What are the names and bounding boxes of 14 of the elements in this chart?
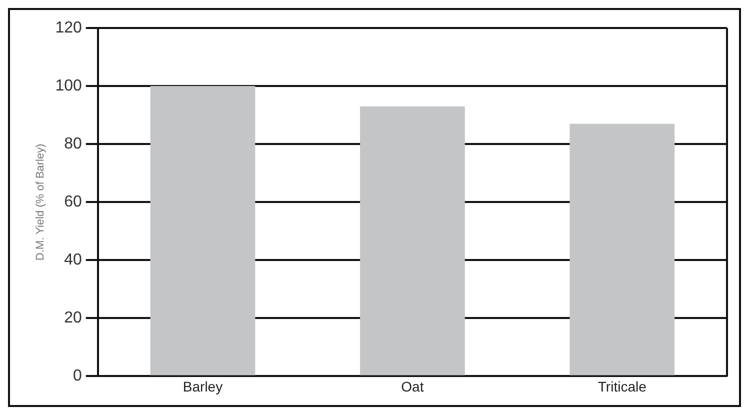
y-tick-label: 0 [72, 368, 82, 385]
y-tick-label: 80 [64, 135, 82, 152]
y-tick-label: 100 [55, 77, 82, 94]
y-tick-label: 120 [55, 19, 82, 36]
y-tick-label: 60 [64, 194, 82, 211]
x-tick-label: Oat [401, 378, 424, 394]
y-tick-label: 40 [64, 252, 82, 269]
x-tick-label: Barley [182, 378, 223, 394]
x-tick-label: Triticale [598, 378, 647, 394]
bar [150, 86, 256, 376]
y-axis-title: D.M. Yield (% of Barley) [34, 144, 47, 260]
y-tick-label: 20 [64, 310, 82, 327]
bar [360, 106, 465, 376]
bar [570, 124, 675, 376]
